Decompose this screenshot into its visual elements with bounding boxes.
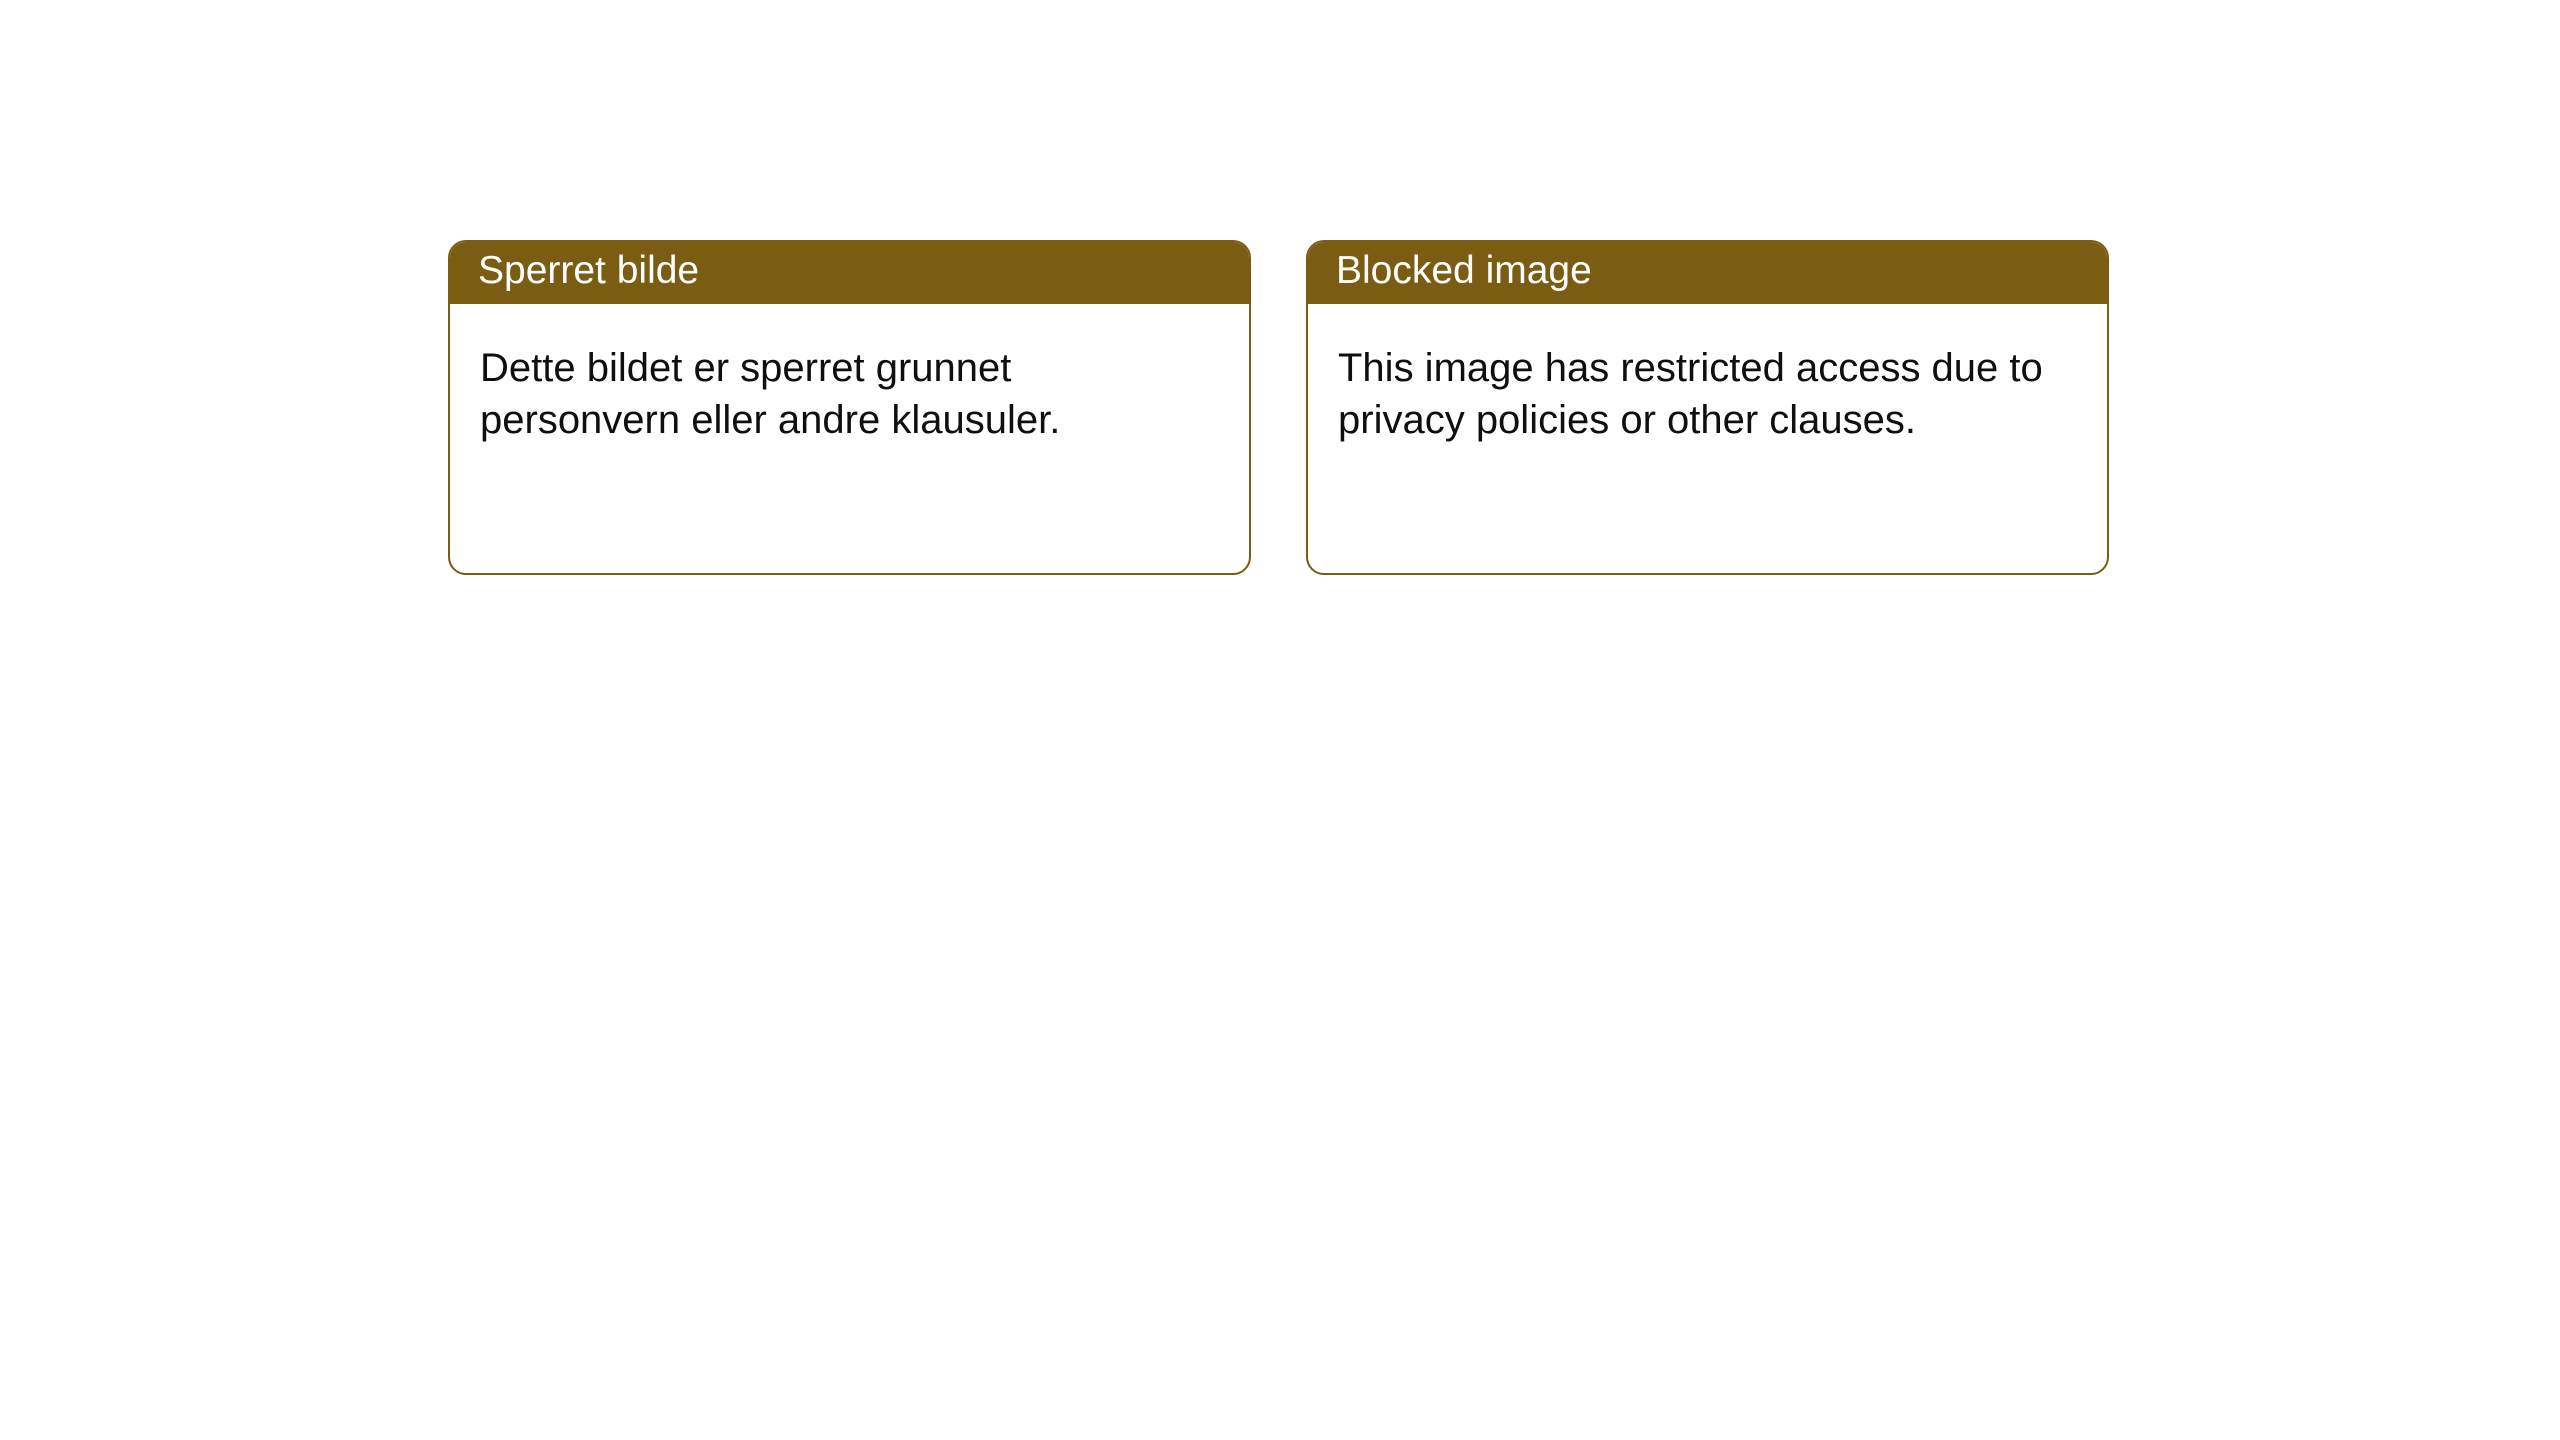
notice-cards-container: Sperret bilde Dette bildet er sperret gr… — [0, 0, 2560, 575]
notice-header: Sperret bilde — [450, 242, 1249, 304]
notice-body: This image has restricted access due to … — [1308, 304, 2107, 476]
notice-header: Blocked image — [1308, 242, 2107, 304]
notice-card-norwegian: Sperret bilde Dette bildet er sperret gr… — [448, 240, 1251, 575]
notice-card-english: Blocked image This image has restricted … — [1306, 240, 2109, 575]
notice-body: Dette bildet er sperret grunnet personve… — [450, 304, 1249, 476]
